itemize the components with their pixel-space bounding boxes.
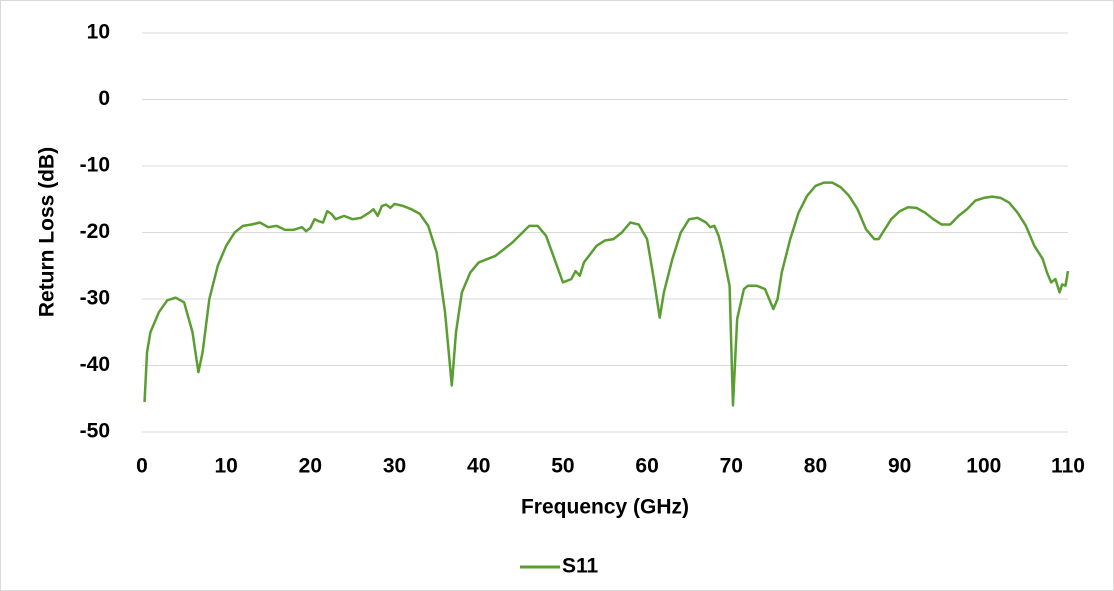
x-tick-label: 110 — [1051, 455, 1085, 478]
y-axis-label: Return Loss (dB) — [36, 147, 59, 317]
x-tick-label: 10 — [215, 455, 238, 478]
x-tick-label: 90 — [888, 455, 911, 478]
y-tick-label: -40 — [80, 353, 110, 376]
x-tick-label: 60 — [635, 455, 658, 478]
y-tick-label: -50 — [80, 420, 110, 443]
y-tick-label: -10 — [80, 154, 110, 177]
y-tick-label: -30 — [80, 287, 110, 310]
x-tick-label: 70 — [720, 455, 743, 478]
series-line — [143, 181, 1070, 407]
legend-label: S11 — [562, 555, 599, 578]
x-tick-label: 20 — [299, 455, 322, 478]
y-tick-label: -20 — [80, 220, 110, 243]
x-tick-label: 30 — [383, 455, 406, 478]
y-tick-label: 10 — [87, 21, 110, 44]
x-tick-label: 50 — [551, 455, 574, 478]
x-tick-label: 0 — [136, 455, 148, 478]
y-tick-label: 0 — [98, 87, 110, 110]
x-tick-label: 40 — [467, 455, 490, 478]
x-tick-label: 100 — [966, 455, 1001, 478]
x-axis-label: Frequency (GHz) — [521, 496, 689, 519]
x-tick-label: 80 — [804, 455, 827, 478]
